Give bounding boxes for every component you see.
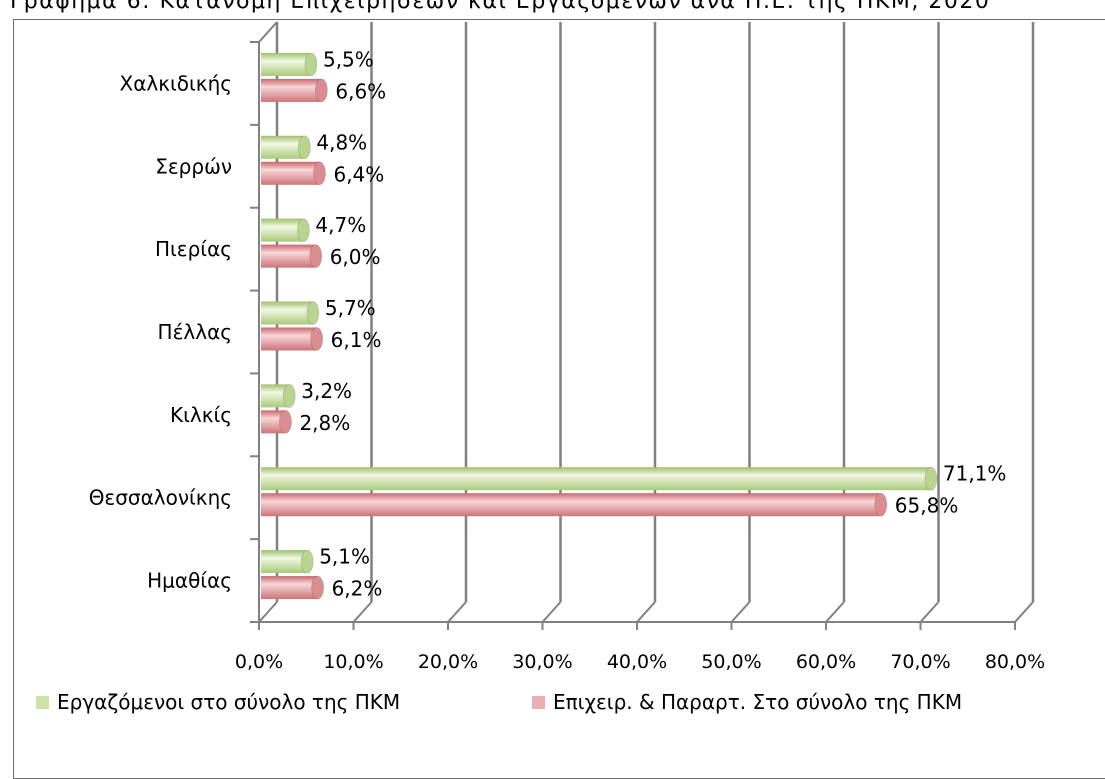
bar-businesses-4 xyxy=(261,410,286,434)
bar-employees-cap-1 xyxy=(297,135,311,160)
bar-employees-4 xyxy=(261,384,290,408)
category-label-5: Θεσσαλονίκης xyxy=(89,486,232,510)
category-label-4: Κιλκίς xyxy=(170,403,232,427)
legend-businesses: Επιχειρ. & Παραρτ. Στο σύνολο της ΠΚΜ xyxy=(532,690,962,714)
x-tick-label-5: 50,0% xyxy=(701,651,761,673)
data-label-employees-1: 4,8% xyxy=(316,130,367,154)
bar-employees-0 xyxy=(261,52,311,76)
bar-employees-cap-3 xyxy=(306,301,320,325)
floor-line-4 xyxy=(636,601,656,623)
floor-line-5 xyxy=(730,601,751,623)
bar-employees-cap-5 xyxy=(924,466,938,491)
floor-line-2 xyxy=(447,601,467,623)
data-label-employees-2: 4,7% xyxy=(315,213,366,237)
x-tick-label-2: 20,0% xyxy=(418,651,478,673)
legend-employees-label: Εργαζόμενοι στο σύνολο της ΠΚΜ xyxy=(57,690,401,714)
bar-businesses-cap-0 xyxy=(314,78,328,103)
category-label-3: Πέλλας xyxy=(158,320,232,344)
chart-title: Γράφημα 6: Κατανομή Επιχειρήσεων και Εργ… xyxy=(10,0,991,14)
category-label-6: Ημαθίας xyxy=(147,569,232,593)
x-tick-label-4: 40,0% xyxy=(607,651,667,673)
bar-employees-3 xyxy=(261,301,313,325)
bar-businesses-5 xyxy=(261,493,881,517)
category-label-0: Χαλκιδικής xyxy=(120,71,232,95)
category-label-1: Σερρών xyxy=(155,154,232,178)
x-tick-label-0: 0,0% xyxy=(235,651,283,673)
data-label-businesses-2: 6,0% xyxy=(330,245,381,269)
bar-businesses-cap-6 xyxy=(311,575,324,600)
floor-line-8 xyxy=(1014,601,1034,623)
legend-businesses-label: Επιχειρ. & Παραρτ. Στο σύνολο της ΠΚΜ xyxy=(553,690,963,714)
x-tick-label-3: 30,0% xyxy=(512,651,572,673)
y-axis-top-edge xyxy=(258,21,278,43)
x-tick-label-1: 10,0% xyxy=(323,651,383,673)
bar-businesses-cap-3 xyxy=(310,327,324,351)
bar-businesses-3 xyxy=(261,327,317,351)
floor-line-1 xyxy=(352,601,373,623)
data-label-businesses-0: 6,6% xyxy=(335,79,386,103)
bar-businesses-6 xyxy=(261,576,318,600)
data-label-employees-4: 3,2% xyxy=(301,379,352,403)
floor-line-7 xyxy=(919,601,940,623)
bar-chart: 0,0% 10,0% 20,0% 30,0% 40,0% 50,0% 60,0% 70,0% 8… xyxy=(89,21,1045,673)
bar-employees-cap-4 xyxy=(282,383,296,408)
data-label-businesses-3: 6,1% xyxy=(331,328,382,352)
bar-businesses-2 xyxy=(261,244,316,268)
data-label-businesses-5: 65,8% xyxy=(895,494,959,518)
bar-employees-2 xyxy=(261,218,304,242)
data-label-businesses-6: 6,2% xyxy=(332,577,383,601)
bar-employees-cap-6 xyxy=(300,549,314,574)
x-tick-label-8: 80,0% xyxy=(985,651,1045,673)
bar-businesses-cap-2 xyxy=(309,244,323,269)
bar-businesses-cap-4 xyxy=(279,409,292,434)
data-label-employees-5: 71,1% xyxy=(943,462,1007,486)
bar-employees-6 xyxy=(261,550,308,574)
legend-businesses-swatch xyxy=(532,695,545,709)
bar-employees-1 xyxy=(261,135,305,159)
floor-line-3 xyxy=(541,601,562,623)
data-label-businesses-1: 6,4% xyxy=(333,162,384,186)
legend-employees: Εργαζόμενοι στο σύνολο της ΠΚΜ xyxy=(36,690,400,714)
bar-employees-cap-0 xyxy=(304,52,318,77)
floor-line-0 xyxy=(258,601,278,623)
data-label-employees-3: 5,7% xyxy=(325,296,376,320)
floor-line-6 xyxy=(825,601,845,623)
legend-employees-swatch xyxy=(36,695,49,709)
data-label-businesses-4: 2,8% xyxy=(299,411,350,435)
x-tick-label-6: 60,0% xyxy=(796,651,856,673)
bar-businesses-0 xyxy=(261,78,322,102)
x-tick-label-7: 70,0% xyxy=(890,651,950,673)
bar-businesses-cap-5 xyxy=(874,492,888,517)
bar-employees-5 xyxy=(261,467,931,491)
bar-businesses-cap-1 xyxy=(313,161,326,186)
bar-businesses-1 xyxy=(261,161,320,185)
bar-employees-cap-2 xyxy=(297,218,310,243)
category-label-2: Πιερίας xyxy=(155,237,232,261)
data-label-employees-0: 5,5% xyxy=(323,47,374,71)
data-label-employees-6: 5,1% xyxy=(319,545,370,569)
